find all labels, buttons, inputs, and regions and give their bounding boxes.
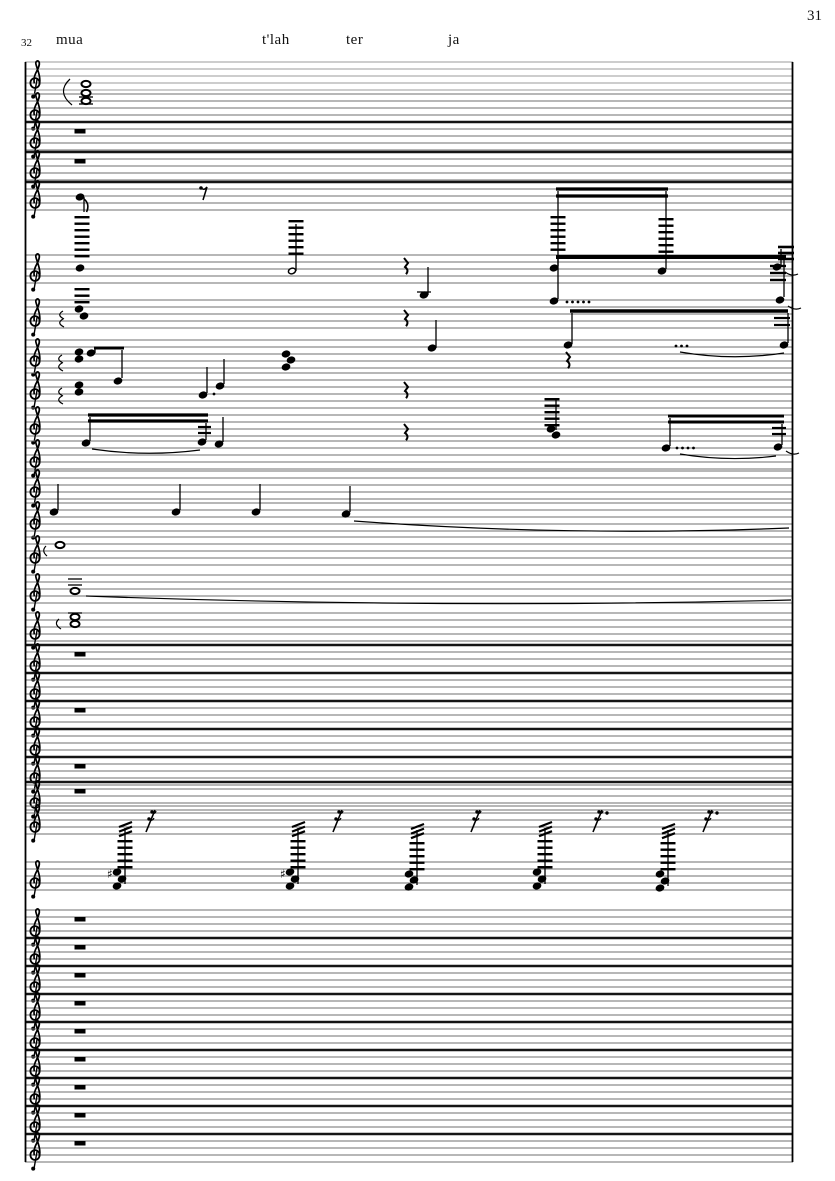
svg-text:♯: ♯	[280, 867, 286, 881]
page-number: 31	[807, 8, 822, 24]
lyric-syllable: mua	[56, 32, 84, 48]
lyric-syllable: t'lah	[262, 32, 290, 48]
lyric-syllable: ter	[346, 32, 364, 48]
measure-number: 32	[21, 37, 32, 49]
svg-text:♯: ♯	[107, 867, 113, 881]
lyric-syllable: ja	[448, 32, 460, 48]
